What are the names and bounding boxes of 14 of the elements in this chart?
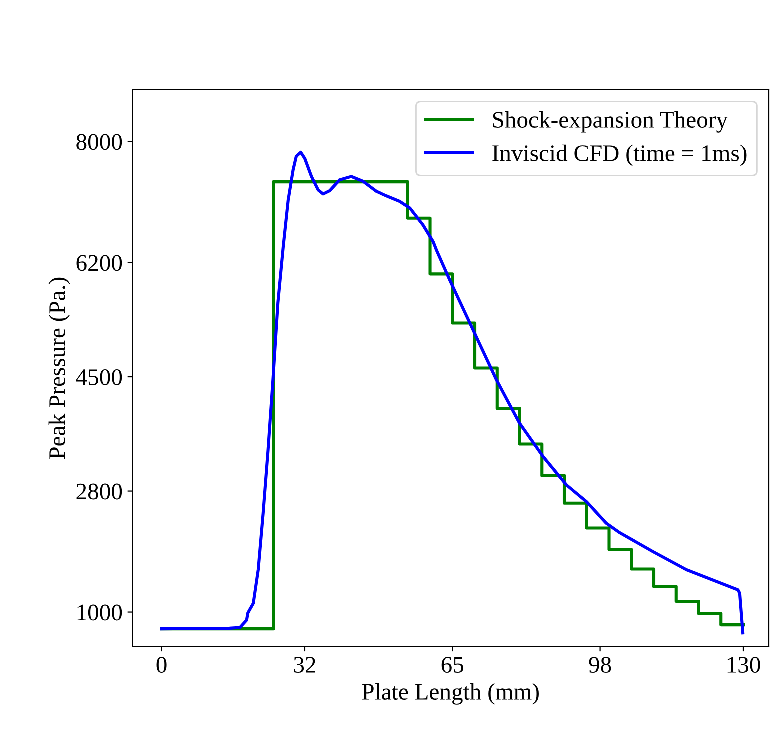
x-axis-title: Plate Length (mm) (362, 683, 539, 705)
y-tick-label: 1000 (78, 604, 122, 621)
x-tick-label: 65 (442, 657, 464, 674)
y-tick-label: 8000 (76, 134, 122, 150)
y-tick-label: 2800 (76, 484, 122, 500)
x-tick-label: 32 (294, 657, 316, 674)
x-tick-label: 130 (728, 657, 760, 674)
x-tick-label: 0 (156, 657, 167, 674)
legend-label: Shock-expansion Theory (493, 111, 728, 133)
y-axis-title: Peak Pressure (Pa.) (48, 278, 70, 460)
x-tick-label: 98 (589, 657, 612, 674)
y-tick-label: 4500 (76, 370, 122, 386)
legend-label: Inviscid CFD (time = 1ms) (492, 144, 747, 166)
y-tick-label: 6200 (76, 255, 122, 272)
